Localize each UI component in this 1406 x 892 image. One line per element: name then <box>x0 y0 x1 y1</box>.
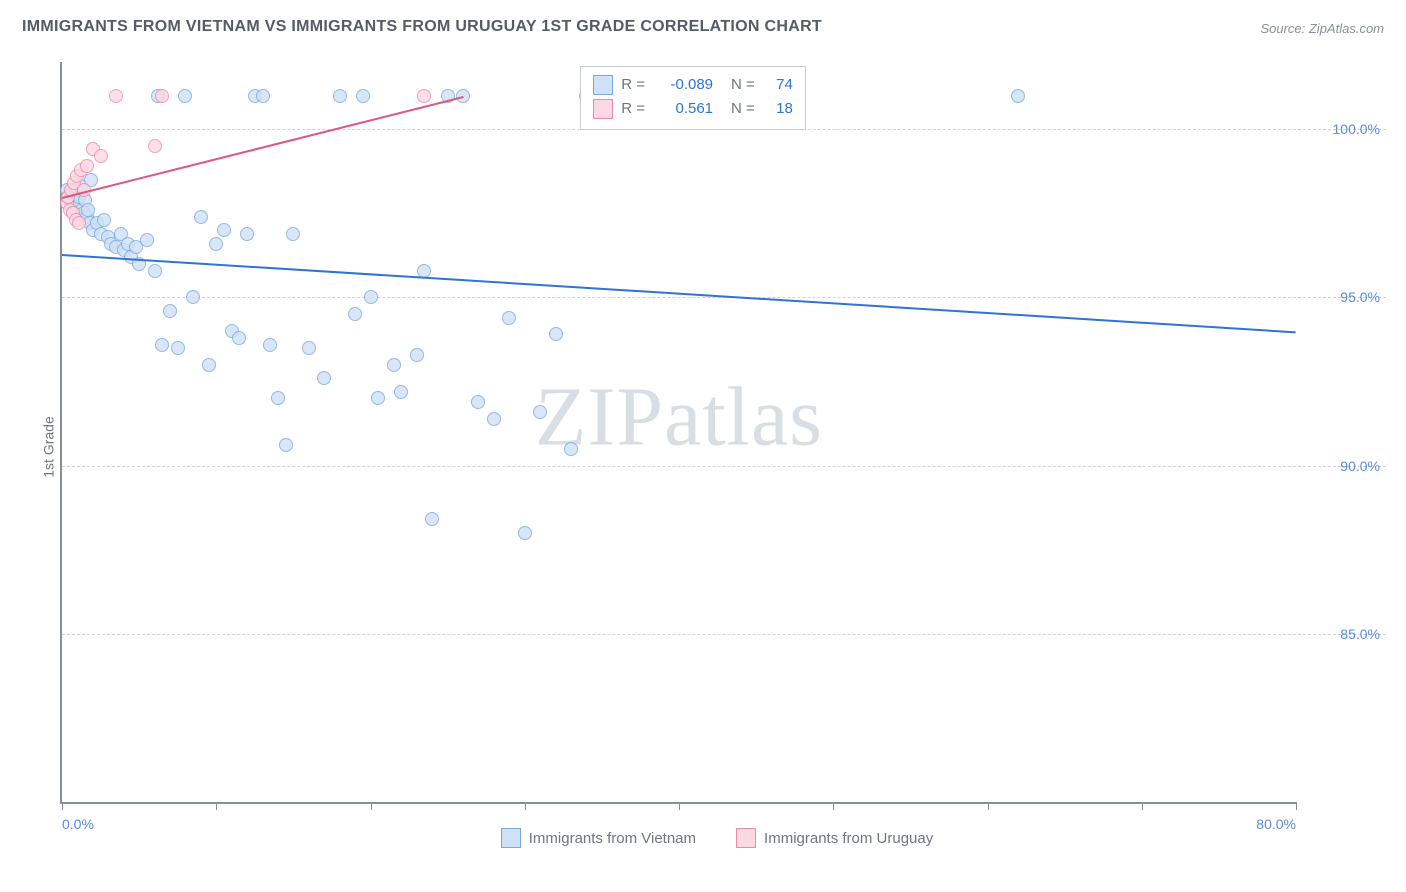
y-tick-label: 100.0% <box>1333 121 1380 137</box>
bottom-legend: Immigrants from Vietnam Immigrants from U… <box>48 828 1386 848</box>
data-point <box>425 512 439 526</box>
data-point <box>487 412 501 426</box>
data-point <box>302 341 316 355</box>
legend-swatch <box>593 75 613 95</box>
data-point <box>140 233 154 247</box>
stat-r-value: -0.089 <box>653 73 713 97</box>
stat-r-label: R = <box>621 97 645 121</box>
chart-container: 1st Grade ZIPatlas 85.0%90.0%95.0%100.0%… <box>48 50 1386 844</box>
data-point <box>240 227 254 241</box>
data-point <box>518 526 532 540</box>
legend-swatch <box>736 828 756 848</box>
data-point <box>387 358 401 372</box>
y-axis-label: 1st Grade <box>41 416 57 477</box>
data-point <box>263 338 277 352</box>
data-point <box>148 264 162 278</box>
stat-n-label: N = <box>721 73 755 97</box>
x-tick <box>525 802 526 810</box>
gridline-h <box>62 466 1386 467</box>
data-point <box>564 442 578 456</box>
stat-r-value: 0.561 <box>653 97 713 121</box>
data-point <box>217 223 231 237</box>
data-point <box>171 341 185 355</box>
data-point <box>209 237 223 251</box>
data-point <box>410 348 424 362</box>
stat-n-value: 18 <box>763 97 793 121</box>
x-tick <box>679 802 680 810</box>
data-point <box>371 391 385 405</box>
gridline-h <box>62 297 1386 298</box>
data-point <box>286 227 300 241</box>
data-point <box>109 89 123 103</box>
data-point <box>163 304 177 318</box>
y-tick-label: 95.0% <box>1340 289 1380 305</box>
data-point <box>356 89 370 103</box>
data-point <box>148 139 162 153</box>
x-tick <box>833 802 834 810</box>
data-point <box>348 307 362 321</box>
y-tick-label: 85.0% <box>1340 626 1380 642</box>
data-point <box>194 210 208 224</box>
stat-r-label: R = <box>621 73 645 97</box>
x-tick <box>62 802 63 810</box>
data-point <box>178 89 192 103</box>
gridline-h <box>62 634 1386 635</box>
legend-swatch <box>501 828 521 848</box>
data-point <box>155 89 169 103</box>
x-tick <box>216 802 217 810</box>
stats-legend: R = -0.089 N = 74 R = 0.561 N = 18 <box>580 66 806 130</box>
data-point <box>333 89 347 103</box>
chart-source: Source: ZipAtlas.com <box>1260 21 1384 36</box>
watermark: ZIPatlas <box>535 369 823 466</box>
data-point <box>1011 89 1025 103</box>
data-point <box>72 216 86 230</box>
data-point <box>80 159 94 173</box>
data-point <box>502 311 516 325</box>
data-point <box>279 438 293 452</box>
trend-line <box>62 96 464 199</box>
y-tick-label: 90.0% <box>1340 458 1380 474</box>
data-point <box>394 385 408 399</box>
data-point <box>97 213 111 227</box>
x-tick <box>371 802 372 810</box>
stat-n-label: N = <box>721 97 755 121</box>
data-point <box>317 371 331 385</box>
data-point <box>155 338 169 352</box>
data-point <box>271 391 285 405</box>
data-point <box>417 89 431 103</box>
data-point <box>186 290 200 304</box>
legend-label: Immigrants from Vietnam <box>529 830 696 847</box>
data-point <box>456 89 470 103</box>
legend-label: Immigrants from Uruguay <box>764 830 933 847</box>
stats-row: R = 0.561 N = 18 <box>593 97 793 121</box>
chart-title: IMMIGRANTS FROM VIETNAM VS IMMIGRANTS FR… <box>22 18 822 36</box>
data-point <box>471 395 485 409</box>
x-tick <box>988 802 989 810</box>
data-point <box>364 290 378 304</box>
data-point <box>81 203 95 217</box>
x-tick <box>1296 802 1297 810</box>
trend-line <box>62 254 1296 333</box>
legend-item: Immigrants from Vietnam <box>501 828 696 848</box>
stats-row: R = -0.089 N = 74 <box>593 73 793 97</box>
data-point <box>533 405 547 419</box>
x-tick <box>1142 802 1143 810</box>
legend-swatch <box>593 99 613 119</box>
data-point <box>256 89 270 103</box>
data-point <box>549 327 563 341</box>
data-point <box>94 149 108 163</box>
data-point <box>232 331 246 345</box>
legend-item: Immigrants from Uruguay <box>736 828 933 848</box>
stat-n-value: 74 <box>763 73 793 97</box>
data-point <box>202 358 216 372</box>
plot-area: ZIPatlas 85.0%90.0%95.0%100.0%0.0%80.0%R… <box>60 62 1296 804</box>
